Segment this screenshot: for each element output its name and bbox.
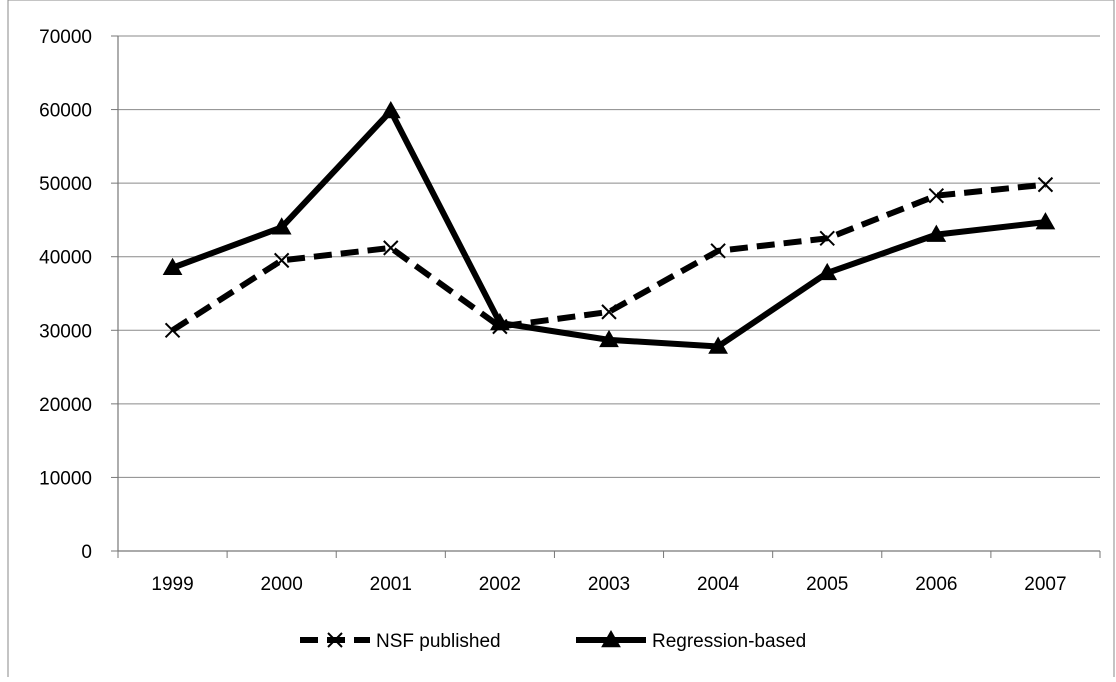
legend-item-1: NSF published: [300, 631, 501, 652]
x-tick-label: 2006: [915, 574, 957, 595]
data-point: [710, 243, 726, 259]
gridlines: [118, 35, 1100, 478]
y-tick-label: 20000: [39, 395, 92, 416]
x-tick-label: 2005: [806, 574, 848, 595]
data-point: [490, 312, 510, 331]
legend-marker: [327, 632, 343, 648]
x-tick-label: 2007: [1024, 574, 1066, 595]
x-tick-label: 2000: [261, 574, 303, 595]
y-tick-label: 60000: [39, 101, 92, 122]
data-point: [273, 252, 290, 269]
data-point: [1037, 176, 1054, 193]
chart-border: [7, 0, 1115, 677]
data-point: [708, 336, 728, 354]
series-layer: [162, 101, 1056, 354]
x-tick-label: 1999: [151, 574, 193, 595]
legend-label: Regression-based: [652, 631, 806, 652]
x-tick-label: 2002: [479, 574, 521, 595]
axes: [117, 36, 1100, 552]
series-2: [162, 101, 1056, 354]
legend-marker: [601, 629, 621, 648]
data-point: [599, 329, 619, 348]
y-tick-label: 0: [81, 542, 92, 563]
data-point: [601, 304, 617, 320]
y-tick-label: 40000: [39, 248, 92, 269]
data-point: [928, 187, 945, 204]
x-axis-ticks: 1999 2000 2001 2002 2003 2004 2005 2006 2007: [117, 551, 1101, 595]
y-tick-label: 70000: [39, 27, 92, 48]
data-point: [1035, 212, 1056, 230]
y-axis-ticks: 0 10000 20000 30000 40000 50000 60000 70000: [39, 27, 118, 563]
y-tick-label: 50000: [39, 174, 92, 195]
data-point: [926, 224, 947, 242]
legend: NSF published Regression-based: [300, 629, 806, 652]
data-point: [162, 257, 183, 275]
data-point: [383, 240, 399, 256]
y-tick-label: 10000: [39, 468, 92, 489]
data-point: [817, 262, 838, 281]
data-point: [819, 230, 835, 247]
data-point: [164, 322, 181, 338]
data-point: [271, 217, 292, 235]
legend-label: NSF published: [376, 631, 501, 652]
x-tick-label: 2004: [697, 574, 740, 595]
series-line: [170, 181, 1046, 333]
y-tick-label: 30000: [39, 321, 92, 342]
series-1: [164, 176, 1054, 338]
x-tick-label: 2003: [588, 574, 630, 595]
data-point: [380, 101, 401, 119]
x-tick-label: 2001: [370, 574, 412, 595]
legend-item-2: Regression-based: [576, 629, 806, 652]
